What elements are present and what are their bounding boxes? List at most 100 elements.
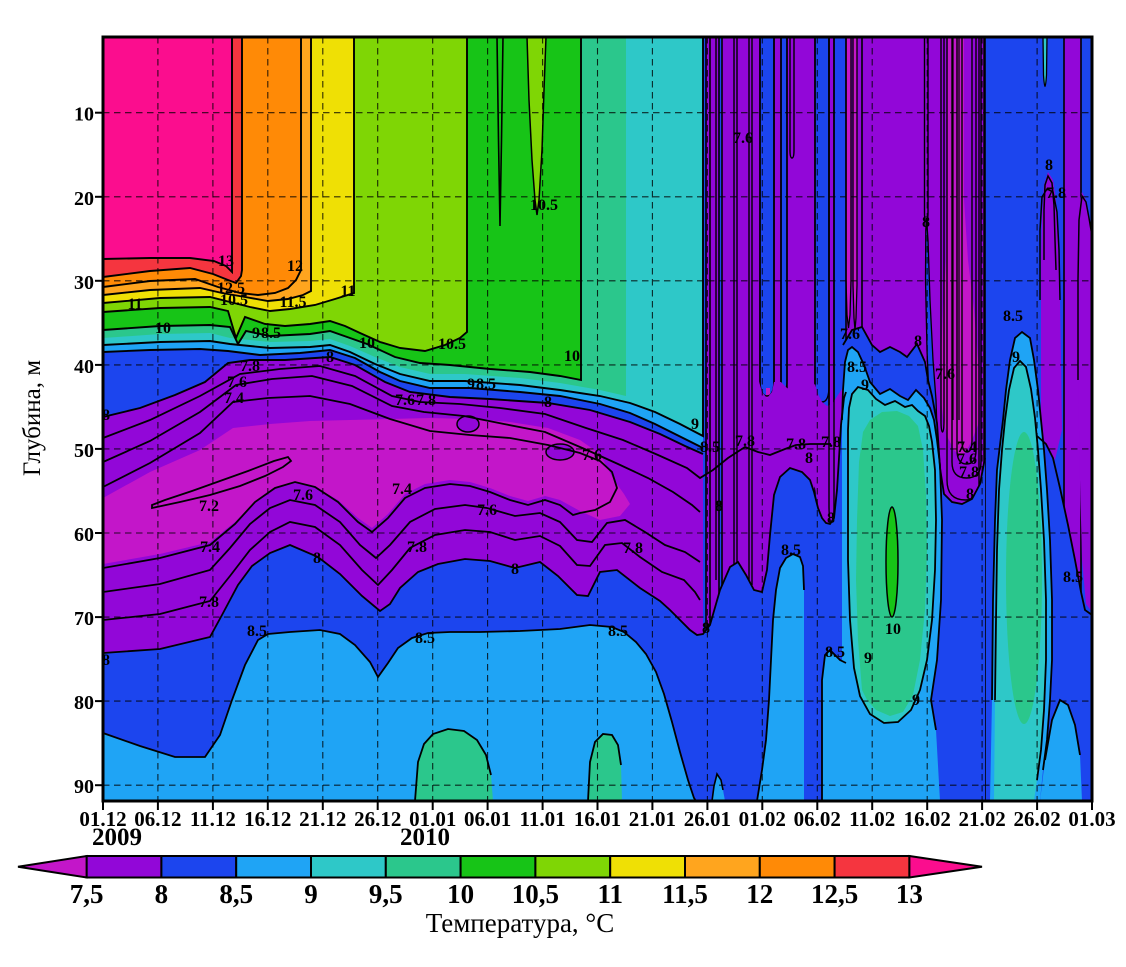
svg-text:7.8: 7.8 bbox=[407, 539, 427, 556]
svg-text:11,5: 11,5 bbox=[662, 879, 708, 909]
svg-text:26.12: 26.12 bbox=[354, 807, 401, 831]
svg-text:12: 12 bbox=[746, 879, 773, 909]
svg-text:9: 9 bbox=[861, 377, 869, 394]
svg-text:11: 11 bbox=[340, 283, 355, 300]
svg-text:8.5: 8.5 bbox=[1063, 569, 1083, 586]
svg-text:7.6: 7.6 bbox=[227, 374, 247, 391]
svg-text:8,5: 8,5 bbox=[219, 879, 253, 909]
svg-text:8: 8 bbox=[313, 550, 321, 567]
svg-text:7.4: 7.4 bbox=[957, 439, 977, 456]
svg-text:12: 12 bbox=[287, 258, 303, 275]
svg-text:7.8: 7.8 bbox=[240, 358, 260, 375]
svg-text:8: 8 bbox=[966, 486, 974, 503]
svg-text:7.4: 7.4 bbox=[392, 481, 412, 498]
svg-text:7.6: 7.6 bbox=[957, 451, 977, 468]
svg-text:7.6: 7.6 bbox=[477, 502, 497, 519]
svg-text:2009: 2009 bbox=[92, 824, 142, 851]
svg-text:7.6: 7.6 bbox=[582, 447, 602, 464]
svg-text:8.5: 8.5 bbox=[1003, 308, 1023, 325]
svg-text:9,5: 9,5 bbox=[369, 879, 403, 909]
svg-text:8.5: 8.5 bbox=[415, 630, 435, 647]
svg-text:7.6: 7.6 bbox=[293, 487, 313, 504]
svg-text:10: 10 bbox=[359, 335, 375, 352]
svg-text:9: 9 bbox=[467, 376, 475, 393]
svg-text:9: 9 bbox=[912, 692, 920, 709]
svg-text:01.01: 01.01 bbox=[409, 807, 456, 831]
svg-text:8.5: 8.5 bbox=[247, 623, 267, 640]
svg-text:06.01: 06.01 bbox=[464, 807, 511, 831]
svg-text:7.4: 7.4 bbox=[224, 390, 244, 407]
svg-text:8.5: 8.5 bbox=[261, 325, 281, 342]
svg-text:8: 8 bbox=[511, 561, 519, 578]
svg-text:21.02: 21.02 bbox=[958, 807, 1005, 831]
svg-text:21.01: 21.01 bbox=[629, 807, 676, 831]
svg-text:06.02: 06.02 bbox=[794, 807, 841, 831]
svg-text:7.8: 7.8 bbox=[1046, 185, 1066, 202]
svg-text:Температура, °C: Температура, °C bbox=[426, 908, 615, 938]
svg-text:21.12: 21.12 bbox=[299, 807, 346, 831]
svg-text:70: 70 bbox=[74, 608, 94, 630]
svg-text:10.5: 10.5 bbox=[530, 197, 558, 214]
svg-text:8: 8 bbox=[155, 879, 169, 909]
svg-text:90: 90 bbox=[74, 776, 94, 798]
svg-text:80: 80 bbox=[74, 692, 94, 714]
svg-text:10.5: 10.5 bbox=[438, 336, 466, 353]
svg-text:16.01: 16.01 bbox=[574, 807, 621, 831]
svg-text:10: 10 bbox=[74, 104, 94, 126]
svg-text:01.03: 01.03 bbox=[1068, 807, 1115, 831]
svg-text:8.5: 8.5 bbox=[847, 359, 867, 376]
svg-text:9: 9 bbox=[864, 650, 872, 667]
svg-text:01.12: 01.12 bbox=[79, 807, 126, 831]
svg-text:8: 8 bbox=[715, 498, 723, 515]
svg-text:10: 10 bbox=[885, 621, 901, 638]
svg-text:7.8: 7.8 bbox=[623, 540, 643, 557]
svg-text:8: 8 bbox=[914, 333, 922, 350]
svg-text:12.5: 12.5 bbox=[217, 280, 245, 297]
svg-text:7.6: 7.6 bbox=[733, 130, 753, 147]
svg-text:9: 9 bbox=[252, 325, 260, 342]
svg-text:8: 8 bbox=[922, 214, 930, 231]
svg-text:7.4: 7.4 bbox=[200, 539, 220, 556]
svg-text:12,5: 12,5 bbox=[811, 879, 858, 909]
svg-text:7.6: 7.6 bbox=[395, 392, 415, 409]
svg-text:7.6: 7.6 bbox=[935, 366, 955, 383]
svg-text:11.02: 11.02 bbox=[849, 807, 895, 831]
svg-text:8.5: 8.5 bbox=[781, 542, 801, 559]
svg-text:2010: 2010 bbox=[400, 824, 450, 851]
svg-text:50: 50 bbox=[74, 440, 94, 462]
svg-text:11.01: 11.01 bbox=[520, 807, 566, 831]
svg-text:26.01: 26.01 bbox=[684, 807, 731, 831]
svg-text:8: 8 bbox=[102, 407, 110, 424]
svg-text:40: 40 bbox=[74, 356, 94, 378]
svg-text:8.5: 8.5 bbox=[608, 623, 628, 640]
svg-text:10: 10 bbox=[155, 320, 171, 337]
svg-text:06.12: 06.12 bbox=[134, 807, 181, 831]
svg-text:11.12: 11.12 bbox=[190, 807, 236, 831]
svg-text:8: 8 bbox=[1045, 157, 1053, 174]
svg-text:8: 8 bbox=[827, 510, 835, 527]
svg-text:7.8: 7.8 bbox=[416, 392, 436, 409]
svg-text:11.5: 11.5 bbox=[279, 294, 306, 311]
svg-text:8: 8 bbox=[544, 394, 552, 411]
svg-text:10,5: 10,5 bbox=[512, 879, 559, 909]
svg-text:7.6: 7.6 bbox=[840, 326, 860, 343]
svg-text:20: 20 bbox=[74, 188, 94, 210]
svg-text:10.5: 10.5 bbox=[220, 292, 248, 309]
svg-text:Глубина, м: Глубина, м bbox=[19, 360, 46, 476]
svg-text:9: 9 bbox=[691, 416, 699, 433]
svg-text:11: 11 bbox=[597, 879, 623, 909]
svg-text:9: 9 bbox=[1012, 349, 1020, 366]
svg-text:11: 11 bbox=[127, 296, 142, 313]
svg-text:7.8: 7.8 bbox=[821, 434, 841, 451]
svg-text:8.5: 8.5 bbox=[825, 644, 845, 661]
svg-text:13: 13 bbox=[218, 253, 234, 270]
svg-text:8: 8 bbox=[805, 450, 813, 467]
svg-text:30: 30 bbox=[74, 272, 94, 294]
svg-text:7.8: 7.8 bbox=[199, 594, 219, 611]
svg-text:8: 8 bbox=[702, 620, 710, 637]
svg-text:7.8: 7.8 bbox=[786, 436, 806, 453]
svg-text:10: 10 bbox=[564, 348, 580, 365]
svg-text:60: 60 bbox=[74, 524, 94, 546]
svg-text:9: 9 bbox=[304, 879, 318, 909]
svg-text:7.8: 7.8 bbox=[959, 464, 979, 481]
